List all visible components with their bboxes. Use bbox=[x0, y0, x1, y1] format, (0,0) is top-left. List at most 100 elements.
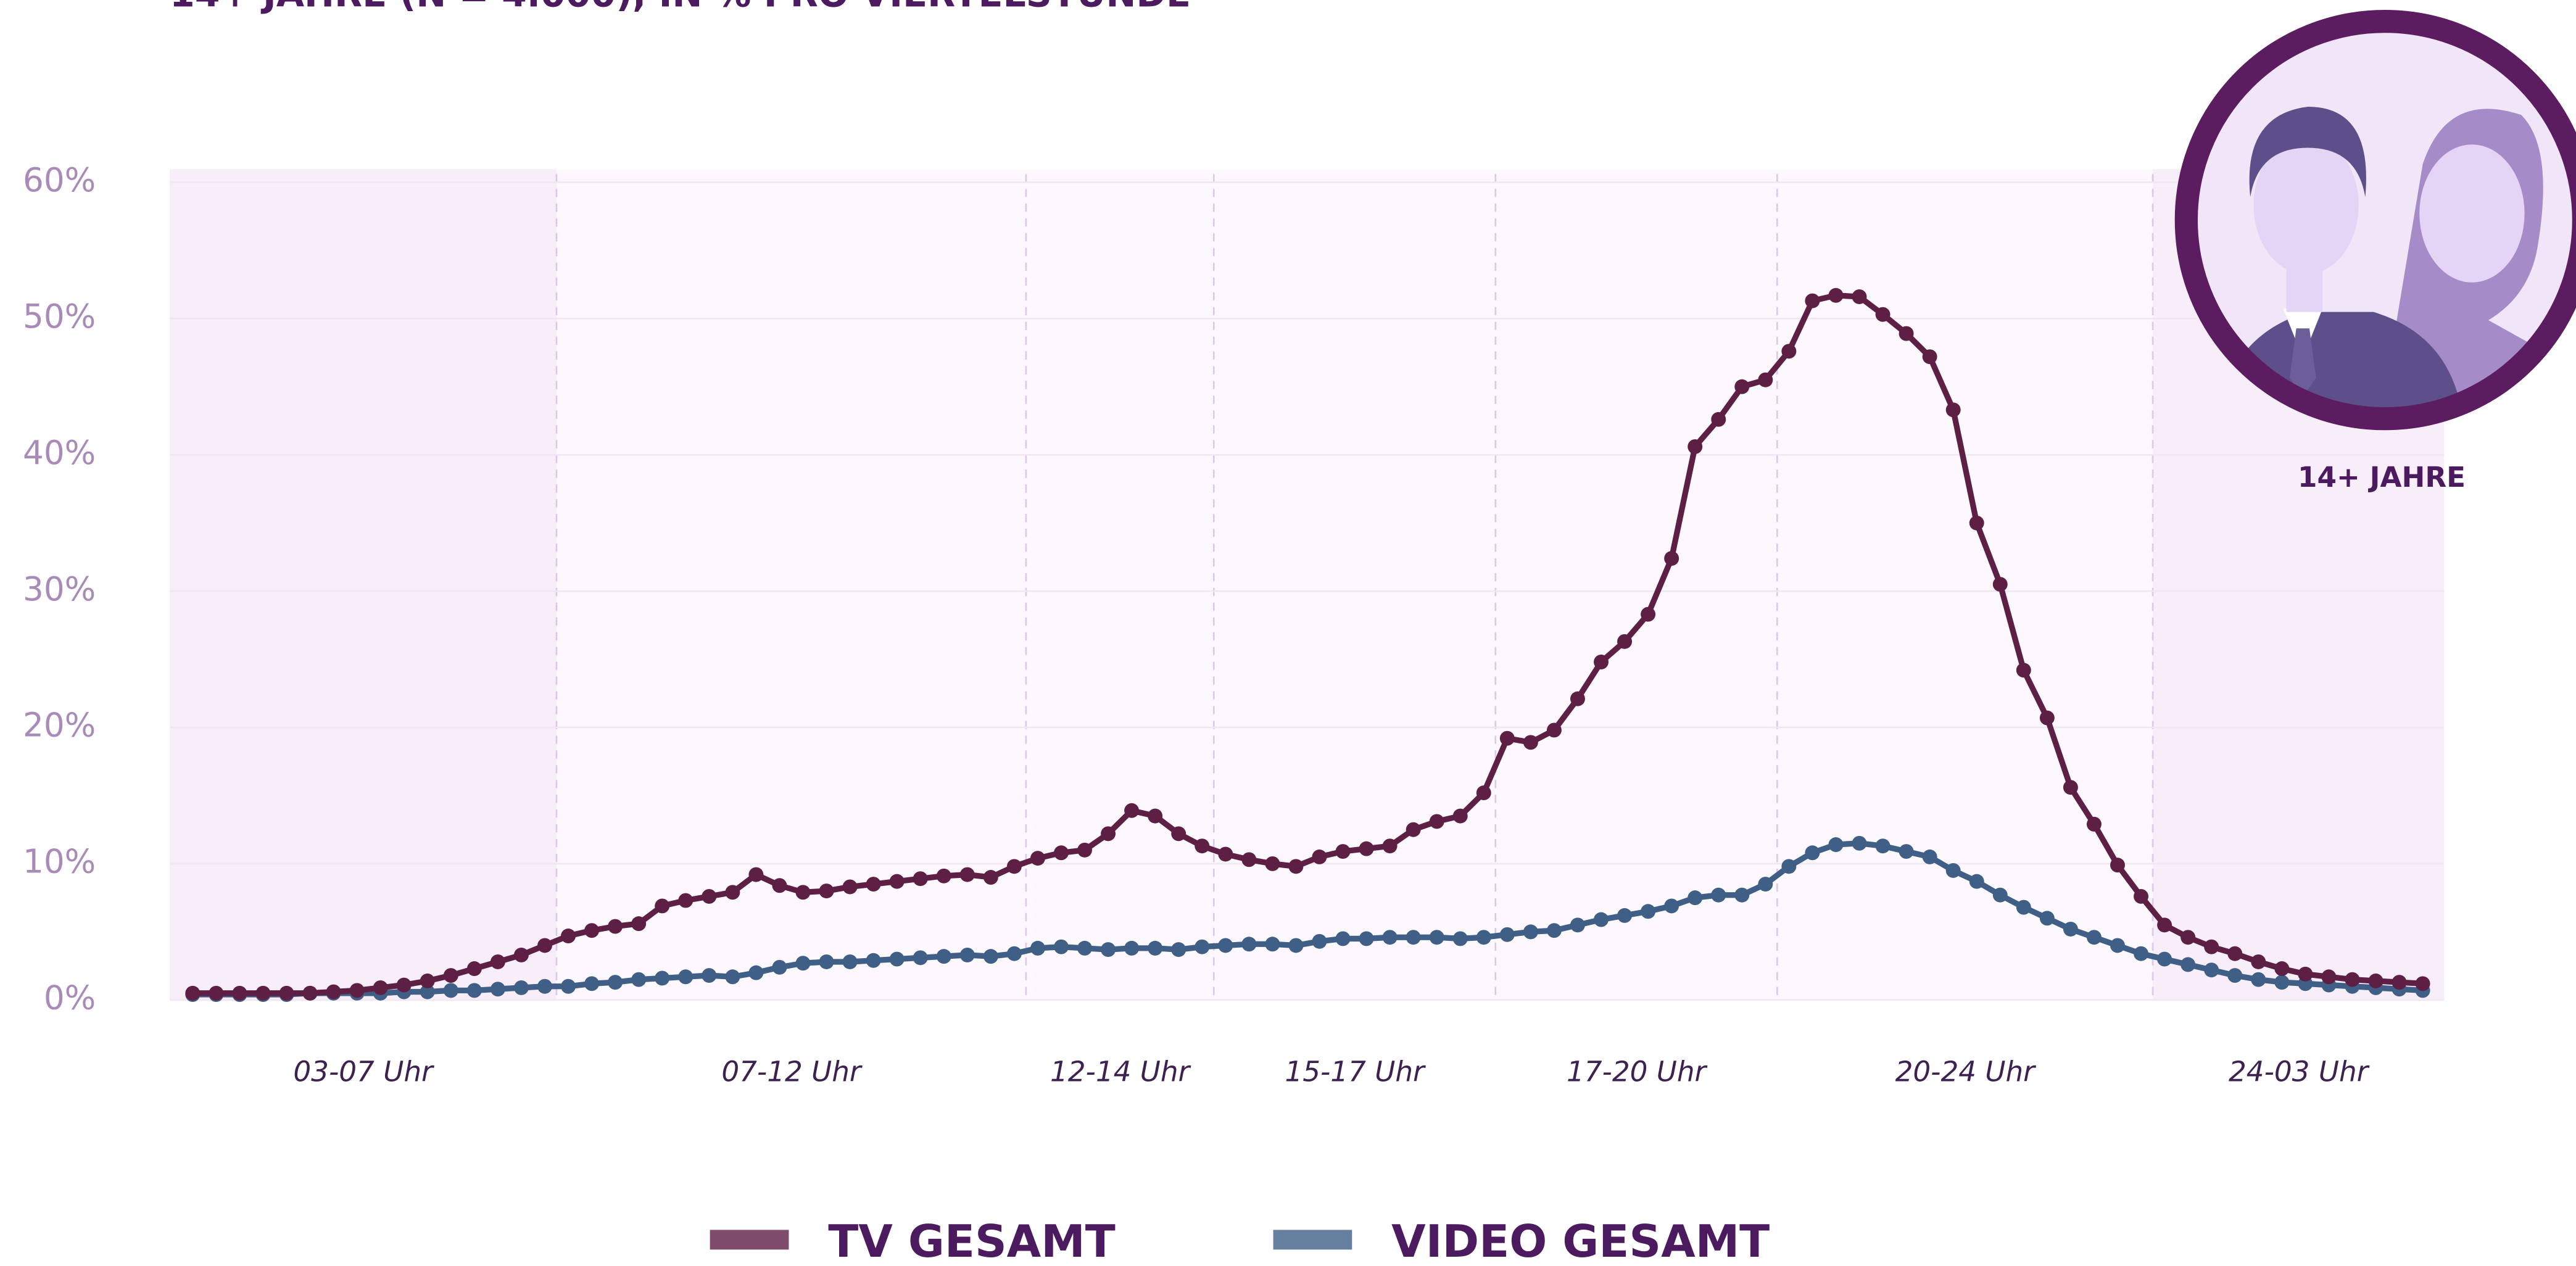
data-point bbox=[1030, 851, 1045, 866]
data-point bbox=[2345, 972, 2360, 987]
data-point bbox=[1711, 412, 1726, 427]
data-point bbox=[302, 985, 318, 1001]
data-point bbox=[1241, 852, 1257, 867]
legend-label: TV GESAMT bbox=[828, 1215, 1116, 1266]
data-point bbox=[513, 947, 529, 962]
data-point bbox=[2157, 917, 2172, 933]
data-point bbox=[2251, 954, 2266, 969]
data-point bbox=[1030, 940, 1045, 956]
data-point bbox=[1546, 923, 1562, 938]
data-point bbox=[1101, 826, 1116, 842]
data-point bbox=[1359, 931, 1374, 946]
data-point bbox=[1148, 940, 1163, 956]
data-point bbox=[209, 985, 224, 1001]
data-point bbox=[279, 985, 294, 1001]
data-point bbox=[1265, 856, 1280, 871]
lines bbox=[185, 288, 2430, 1002]
data-point bbox=[1781, 344, 1797, 359]
data-point bbox=[1945, 402, 1961, 418]
data-point bbox=[2415, 976, 2430, 991]
data-point bbox=[2180, 930, 2196, 945]
data-point bbox=[725, 969, 740, 985]
band-label: 07-12 Uhr bbox=[721, 1056, 863, 1088]
data-point bbox=[537, 938, 552, 953]
data-point bbox=[1241, 937, 1257, 952]
data-point bbox=[561, 929, 576, 943]
data-point bbox=[1382, 838, 1398, 854]
badge: 14+ JAHRE bbox=[2174, 10, 2576, 494]
data-point bbox=[1570, 917, 1585, 933]
data-point bbox=[1734, 379, 1750, 394]
data-point bbox=[1312, 849, 1327, 864]
data-point bbox=[936, 868, 951, 883]
data-point bbox=[1171, 942, 1187, 958]
data-point bbox=[1124, 940, 1140, 956]
data-point bbox=[2204, 962, 2219, 978]
data-point bbox=[631, 972, 647, 987]
data-point bbox=[1406, 822, 1421, 837]
data-point bbox=[1805, 845, 1820, 861]
data-point bbox=[490, 954, 505, 969]
data-point bbox=[1852, 289, 1867, 304]
data-point bbox=[1452, 931, 1468, 946]
data-point bbox=[1641, 606, 1656, 622]
data-point bbox=[959, 947, 975, 962]
data-point bbox=[1922, 849, 1937, 864]
bands: 03-07 Uhr 07-12 Uhr 12-14 Uhr 15-17 Uhr 17-2… bbox=[170, 169, 2445, 1088]
y-tick-label: 40% bbox=[23, 434, 96, 472]
data-point bbox=[1828, 288, 1844, 303]
data-point bbox=[1499, 730, 1515, 746]
data-point bbox=[490, 982, 505, 997]
data-point bbox=[959, 867, 975, 882]
data-point bbox=[255, 985, 271, 1001]
data-point bbox=[2016, 900, 2031, 915]
y-tick-label: 20% bbox=[23, 706, 96, 745]
data-point bbox=[1594, 912, 1609, 927]
data-point bbox=[2134, 946, 2149, 961]
data-point bbox=[702, 888, 717, 904]
band-label: 15-17 Uhr bbox=[1285, 1056, 1426, 1088]
data-point bbox=[2039, 710, 2055, 726]
data-point bbox=[748, 965, 764, 980]
y-tick-label: 50% bbox=[23, 297, 96, 336]
data-point bbox=[1218, 846, 1233, 862]
data-point bbox=[772, 878, 787, 893]
data-point bbox=[1641, 904, 1656, 919]
data-point bbox=[1852, 835, 1867, 851]
data-point bbox=[2274, 975, 2290, 990]
data-point bbox=[2298, 966, 2313, 982]
data-point bbox=[1171, 826, 1187, 842]
data-point bbox=[1945, 863, 1961, 878]
data-point bbox=[537, 978, 552, 994]
data-point bbox=[1077, 842, 1092, 858]
badge-label: 14+ JAHRE bbox=[2298, 461, 2466, 494]
data-point bbox=[349, 983, 365, 998]
data-point bbox=[748, 867, 764, 882]
data-point bbox=[1922, 349, 1937, 365]
data-point bbox=[1617, 634, 1633, 649]
data-point bbox=[608, 919, 623, 934]
data-point bbox=[2227, 946, 2243, 961]
data-point bbox=[2039, 911, 2055, 926]
data-point bbox=[678, 969, 694, 985]
data-point bbox=[513, 980, 529, 995]
data-point bbox=[819, 883, 834, 899]
data-point bbox=[1218, 938, 1233, 953]
data-point bbox=[1335, 931, 1351, 946]
data-point bbox=[1875, 307, 1891, 322]
data-point bbox=[1452, 808, 1468, 824]
data-point bbox=[772, 959, 787, 975]
data-point bbox=[1382, 930, 1398, 945]
data-point bbox=[702, 968, 717, 983]
data-point bbox=[1195, 838, 1210, 854]
data-point bbox=[655, 970, 670, 986]
data-point bbox=[1688, 439, 1703, 454]
data-point bbox=[1288, 938, 1304, 953]
data-point bbox=[1688, 890, 1703, 906]
band-label: 17-20 Uhr bbox=[1567, 1056, 1708, 1088]
data-point bbox=[326, 984, 341, 999]
data-point bbox=[2134, 888, 2149, 904]
data-point bbox=[1148, 808, 1163, 824]
data-point bbox=[396, 977, 412, 993]
data-point bbox=[1523, 924, 1538, 940]
